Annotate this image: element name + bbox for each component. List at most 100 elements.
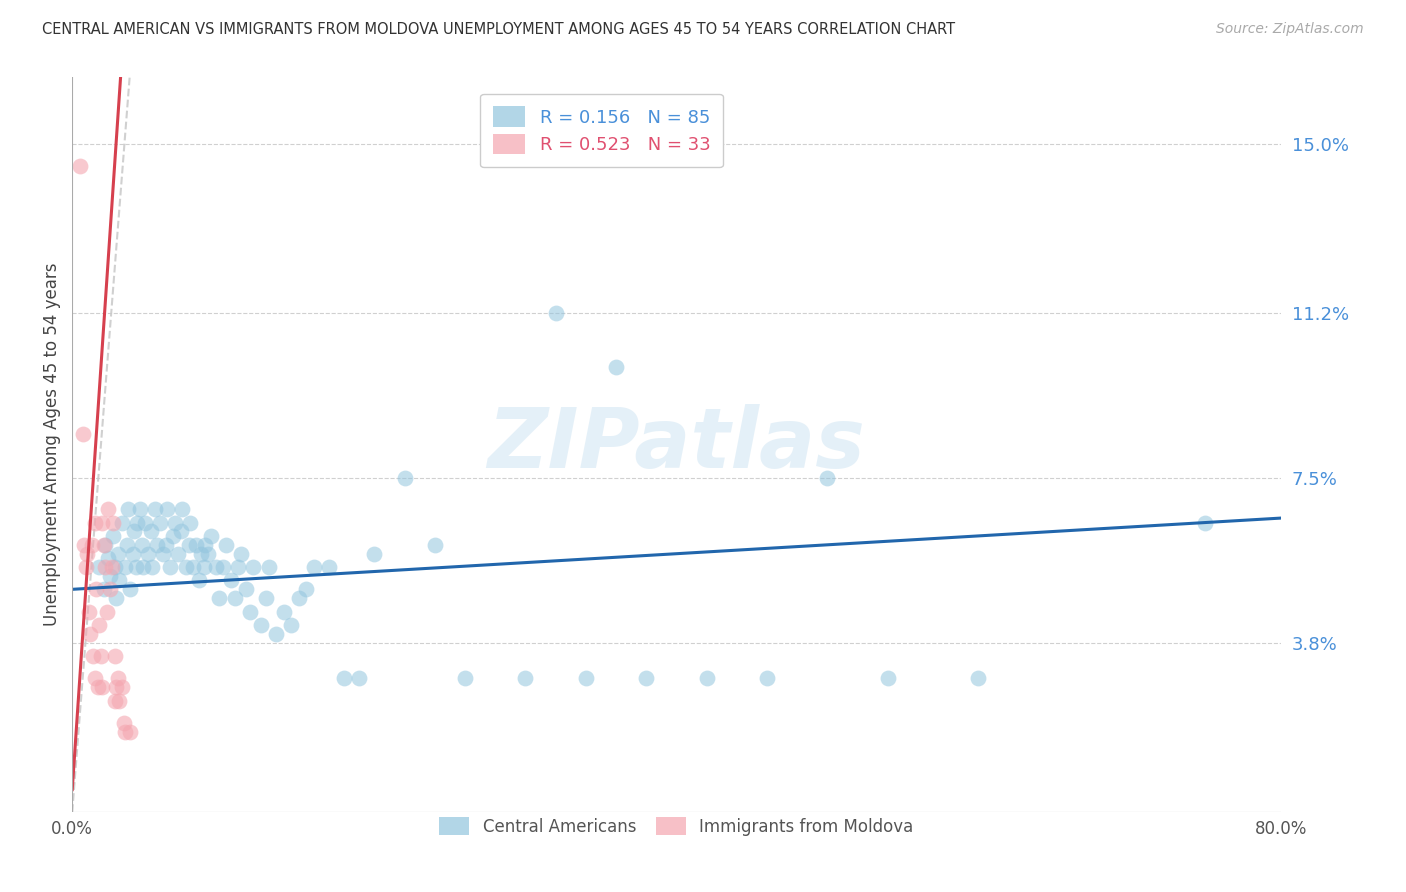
Point — [212, 560, 235, 574]
Point — [155, 538, 177, 552]
Point — [93, 582, 115, 597]
Point — [114, 560, 136, 574]
Point — [87, 680, 110, 694]
Point — [139, 524, 162, 539]
Point — [193, 560, 215, 574]
Point — [280, 618, 302, 632]
Point — [231, 547, 253, 561]
Point — [239, 605, 262, 619]
Point — [80, 538, 103, 552]
Point — [817, 471, 839, 485]
Point — [143, 502, 166, 516]
Point — [89, 560, 111, 574]
Point — [118, 724, 141, 739]
Point — [257, 560, 280, 574]
Point — [575, 671, 598, 685]
Point — [98, 582, 121, 597]
Point — [121, 547, 143, 561]
Point — [200, 529, 222, 543]
Point — [423, 538, 446, 552]
Point — [75, 560, 97, 574]
Point — [363, 547, 385, 561]
Point — [83, 671, 105, 685]
Point — [91, 680, 114, 694]
Point — [876, 671, 898, 685]
Point — [100, 560, 122, 574]
Point — [636, 671, 658, 685]
Point — [90, 649, 112, 664]
Y-axis label: Unemployment Among Ages 45 to 54 years: Unemployment Among Ages 45 to 54 years — [44, 263, 60, 626]
Point — [302, 560, 325, 574]
Point — [107, 547, 129, 561]
Point — [1194, 516, 1216, 530]
Point — [105, 591, 128, 606]
Point — [163, 516, 186, 530]
Point — [101, 529, 124, 543]
Point — [114, 724, 136, 739]
Point — [515, 671, 537, 685]
Point — [333, 671, 356, 685]
Point — [177, 538, 200, 552]
Text: CENTRAL AMERICAN VS IMMIGRANTS FROM MOLDOVA UNEMPLOYMENT AMONG AGES 45 TO 54 YEA: CENTRAL AMERICAN VS IMMIGRANTS FROM MOLD… — [42, 22, 955, 37]
Point — [93, 538, 115, 552]
Point — [194, 538, 217, 552]
Point — [254, 591, 277, 606]
Point — [208, 591, 231, 606]
Point — [122, 524, 145, 539]
Point — [97, 502, 120, 516]
Point — [167, 547, 190, 561]
Point — [146, 538, 169, 552]
Point — [107, 671, 129, 685]
Point — [83, 516, 105, 530]
Point — [197, 547, 219, 561]
Point — [394, 471, 416, 485]
Point — [242, 560, 264, 574]
Point — [250, 618, 273, 632]
Point — [136, 547, 159, 561]
Point — [103, 560, 125, 574]
Point — [288, 591, 311, 606]
Point — [98, 569, 121, 583]
Text: Source: ZipAtlas.com: Source: ZipAtlas.com — [1216, 22, 1364, 37]
Point — [132, 560, 155, 574]
Point — [91, 516, 114, 530]
Point — [162, 529, 184, 543]
Legend: Central Americans, Immigrants from Moldova: Central Americans, Immigrants from Moldo… — [430, 809, 922, 844]
Point — [756, 671, 779, 685]
Point — [108, 574, 131, 588]
Point — [141, 560, 163, 574]
Point — [117, 502, 139, 516]
Point — [264, 627, 287, 641]
Point — [174, 560, 197, 574]
Point — [544, 306, 567, 320]
Point — [134, 516, 156, 530]
Point — [696, 671, 718, 685]
Point — [89, 618, 111, 632]
Point — [235, 582, 257, 597]
Point — [73, 538, 96, 552]
Point — [118, 582, 141, 597]
Point — [224, 591, 246, 606]
Point — [86, 582, 108, 597]
Point — [181, 560, 204, 574]
Point — [76, 547, 98, 561]
Point — [79, 627, 101, 641]
Point — [347, 671, 370, 685]
Point — [156, 502, 179, 516]
Point — [228, 560, 250, 574]
Point — [273, 605, 295, 619]
Point — [149, 516, 172, 530]
Point — [103, 649, 125, 664]
Point — [72, 426, 94, 441]
Point — [108, 693, 131, 707]
Point — [82, 649, 104, 664]
Point — [454, 671, 477, 685]
Point — [172, 502, 194, 516]
Point — [215, 538, 238, 552]
Point — [188, 574, 211, 588]
Point — [129, 502, 152, 516]
Point — [69, 160, 91, 174]
Point — [204, 560, 226, 574]
Point — [605, 359, 627, 374]
Point — [101, 516, 124, 530]
